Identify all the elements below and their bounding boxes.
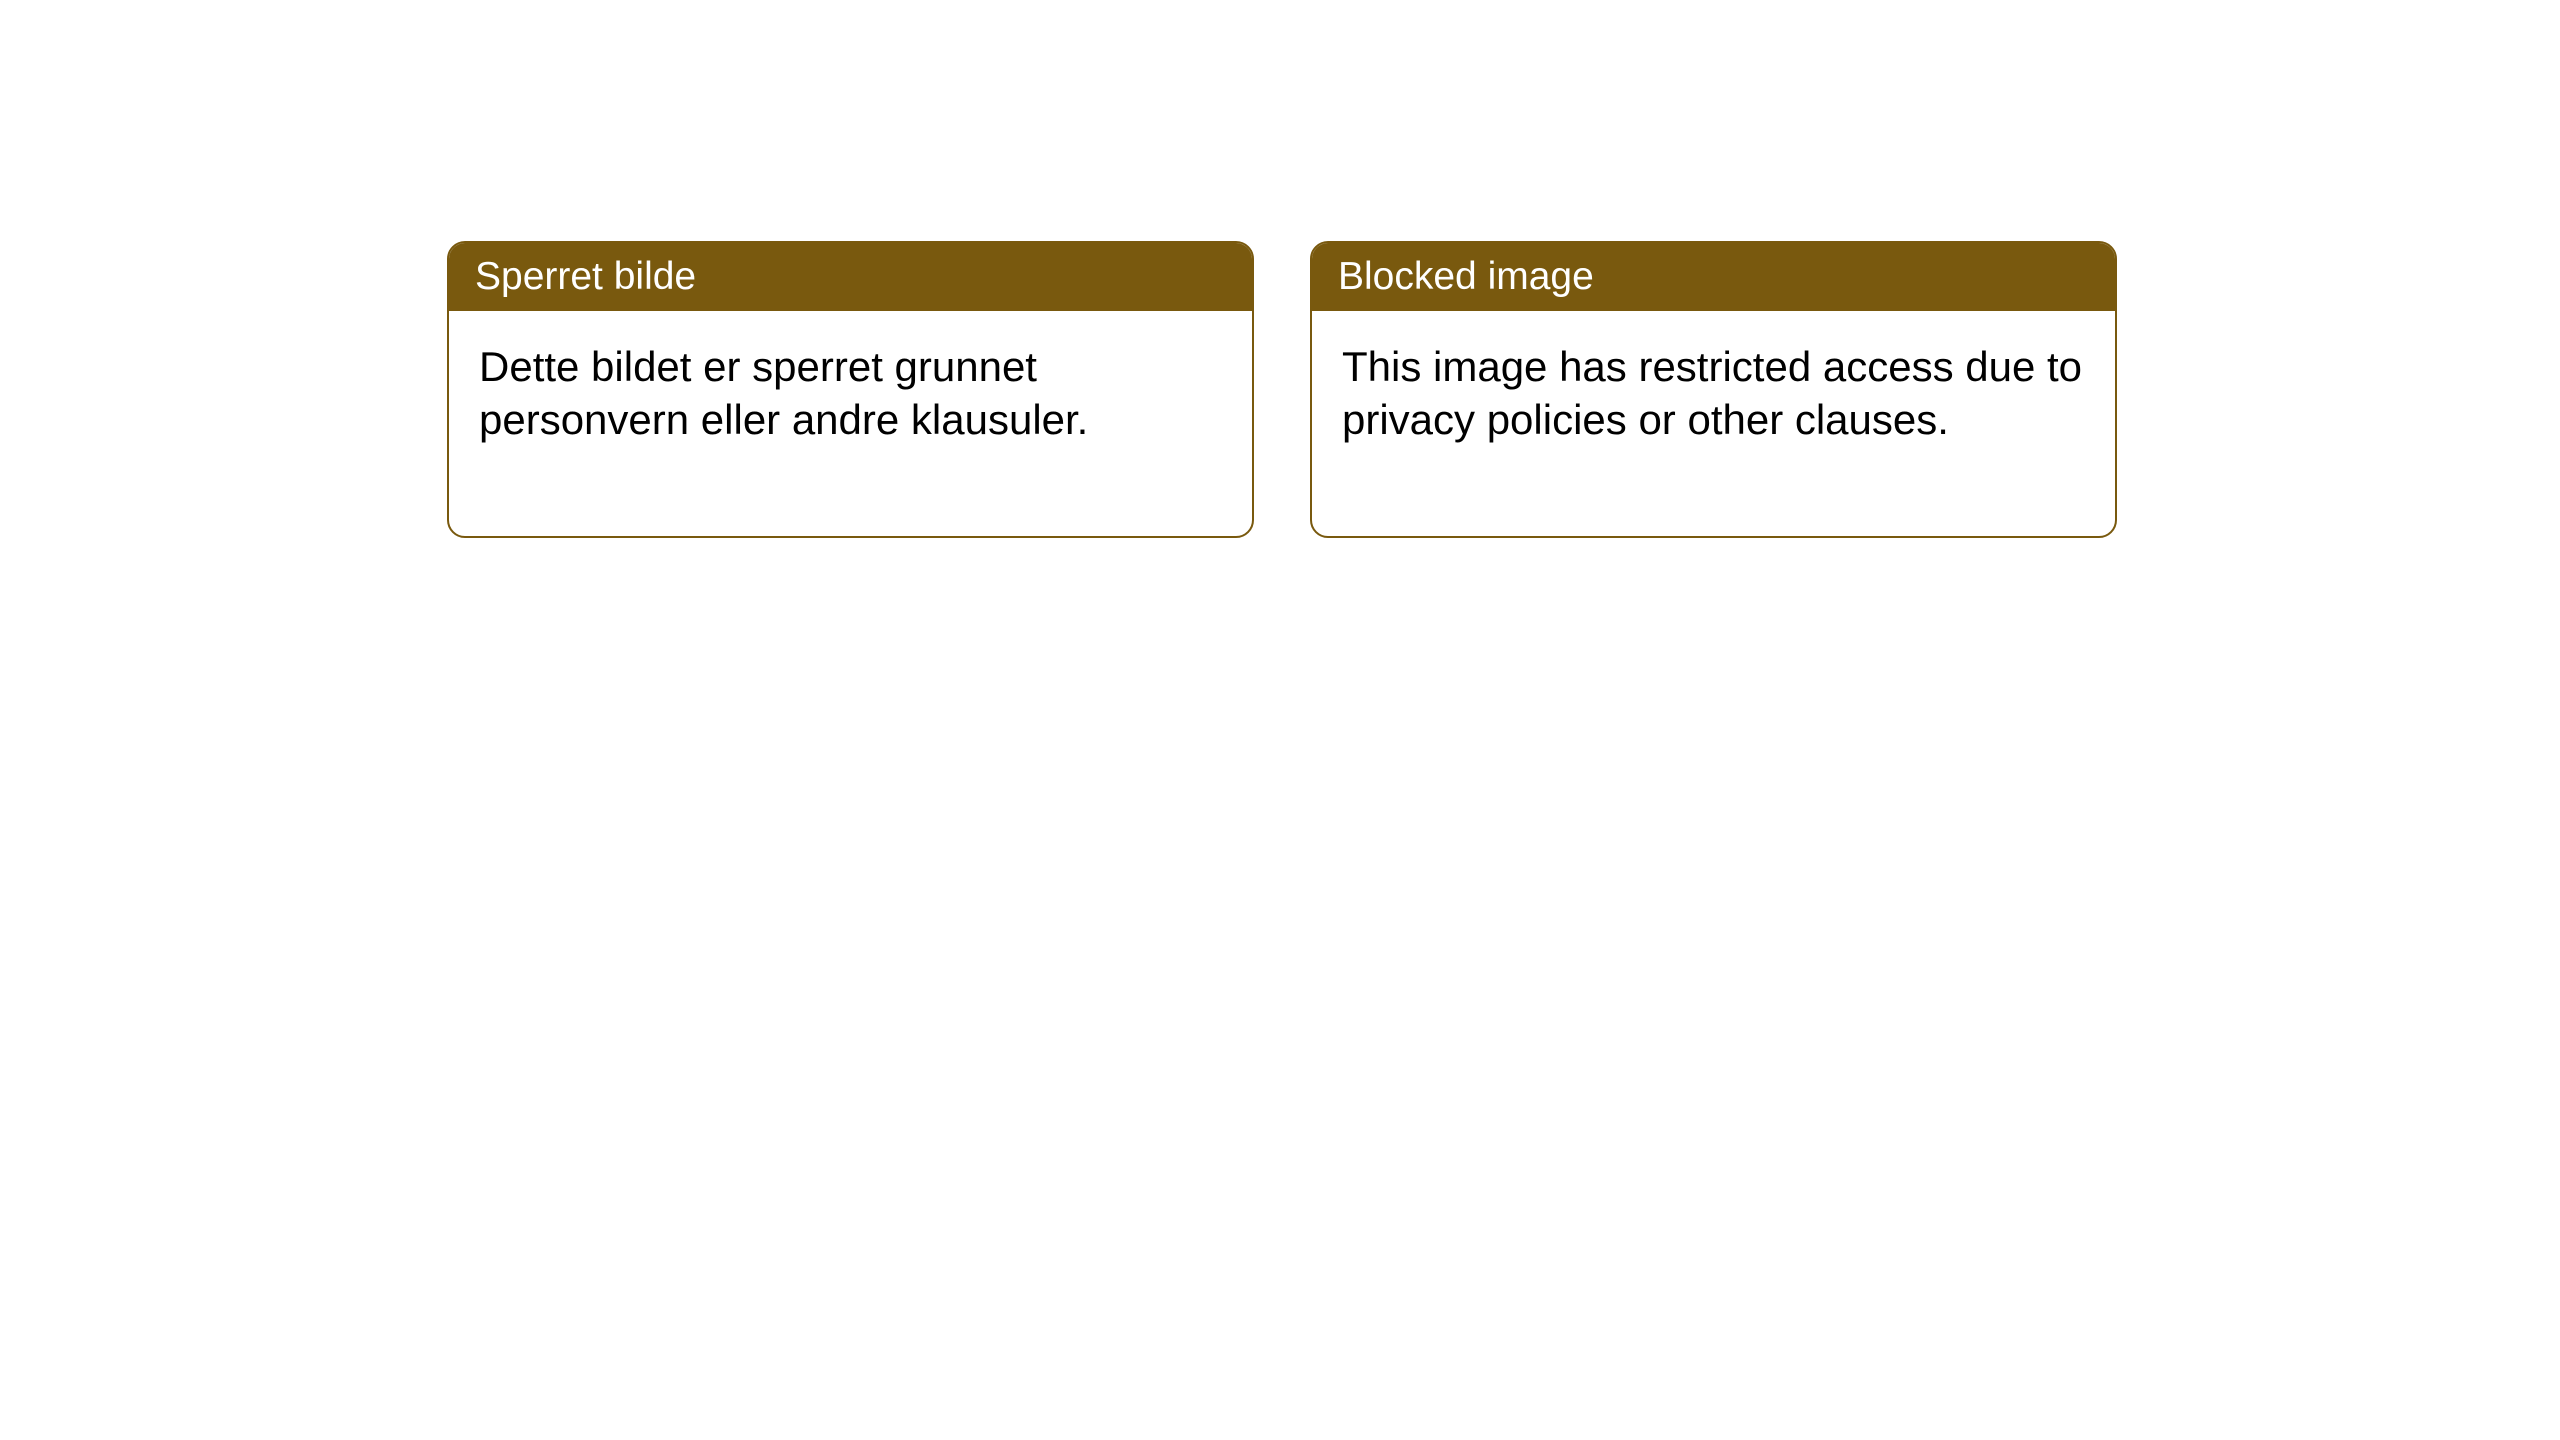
- notice-card-english: Blocked image This image has restricted …: [1310, 241, 2117, 538]
- notice-title-norwegian: Sperret bilde: [449, 243, 1252, 311]
- notice-body-english: This image has restricted access due to …: [1312, 311, 2115, 536]
- notice-body-norwegian: Dette bildet er sperret grunnet personve…: [449, 311, 1252, 536]
- notice-card-norwegian: Sperret bilde Dette bildet er sperret gr…: [447, 241, 1254, 538]
- notice-title-english: Blocked image: [1312, 243, 2115, 311]
- notice-container: Sperret bilde Dette bildet er sperret gr…: [0, 0, 2560, 538]
